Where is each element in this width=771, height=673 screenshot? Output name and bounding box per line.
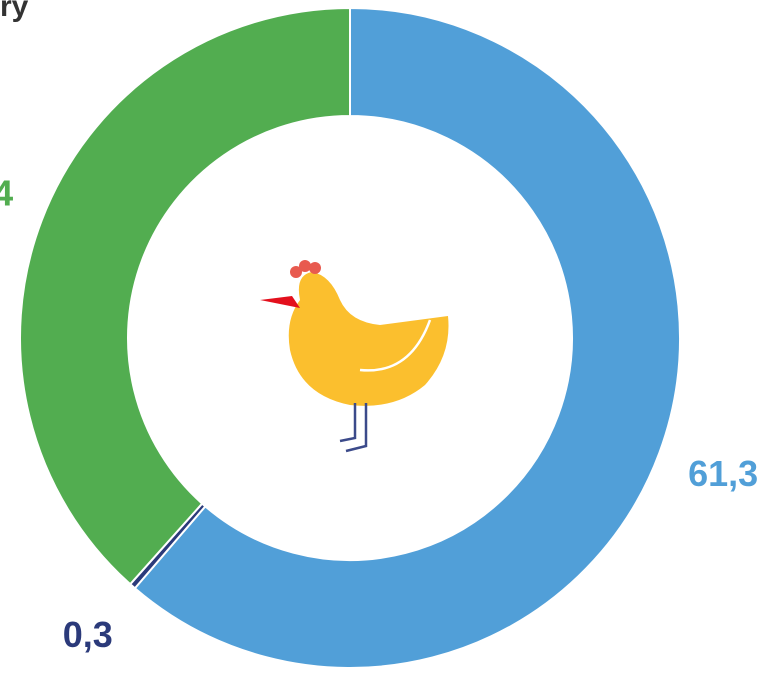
value-label: 38,4 — [0, 173, 13, 214]
value-label: 61,3 — [688, 453, 758, 494]
chicken-icon — [260, 260, 449, 451]
chart-title: ry — [0, 0, 29, 23]
chart: ry 61,3 0,3 38,4 — [0, 0, 771, 673]
value-label: 0,3 — [63, 614, 113, 655]
